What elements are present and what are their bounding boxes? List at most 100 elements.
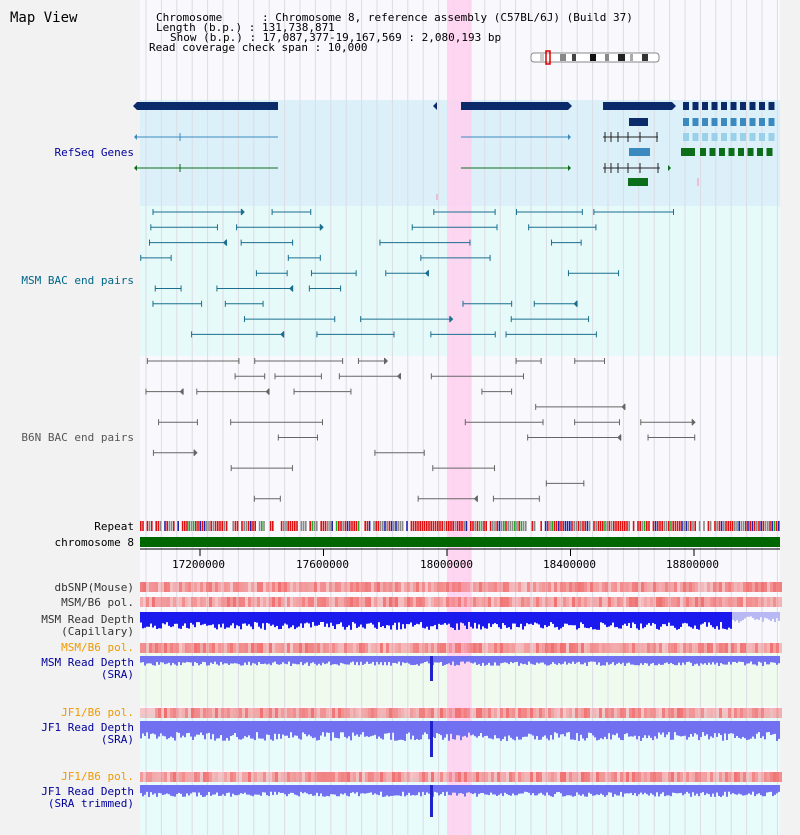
track-label-msm-sra[interactable]: MSM Read Depth (SRA) bbox=[41, 656, 134, 681]
read-depth-bar bbox=[404, 656, 406, 664]
read-depth-bar bbox=[706, 785, 708, 794]
read-depth-bar bbox=[404, 785, 406, 797]
repeat-element bbox=[709, 521, 712, 531]
read-depth-bar bbox=[452, 785, 454, 793]
track-label-jf1-sra-trimmed[interactable]: JF1 Read Depth (SRA trimmed) bbox=[41, 785, 134, 810]
refseq-exon bbox=[719, 148, 725, 156]
read-depth-bar bbox=[630, 785, 632, 793]
track-label-msm-pol[interactable]: MSM/B6 pol. bbox=[61, 596, 134, 609]
track-label-b6n-bac[interactable]: B6N BAC end pairs bbox=[21, 431, 134, 444]
snp-density-cell bbox=[392, 772, 395, 782]
snp-density-cell bbox=[521, 772, 524, 782]
repeat-element bbox=[613, 521, 615, 531]
snp-density-cell bbox=[554, 643, 557, 653]
read-depth-bar bbox=[474, 656, 476, 663]
snp-density-cell bbox=[728, 643, 731, 653]
repeat-element bbox=[624, 521, 626, 531]
track-label-refseq[interactable]: RefSeq Genes bbox=[54, 146, 134, 159]
snp-density-cell bbox=[779, 708, 782, 718]
snp-density-cell bbox=[194, 582, 197, 592]
snp-density-cell bbox=[452, 643, 455, 653]
repeat-element bbox=[619, 521, 622, 531]
repeat-element bbox=[439, 521, 441, 531]
snp-density-cell bbox=[296, 708, 299, 718]
track-label-jf1-pol-2[interactable]: JF1/B6 pol. bbox=[61, 770, 134, 783]
snp-density-cell bbox=[437, 582, 440, 592]
snp-density-cell bbox=[446, 582, 449, 592]
snp-density-cell bbox=[647, 708, 650, 718]
read-depth-bar bbox=[176, 612, 178, 624]
highlight-region bbox=[447, 0, 472, 835]
snp-density-cell bbox=[413, 643, 416, 653]
read-depth-bar bbox=[152, 785, 154, 795]
read-depth-bar bbox=[656, 656, 658, 666]
snp-density-cell bbox=[641, 643, 644, 653]
snp-density-cell bbox=[152, 772, 155, 782]
snp-density-cell bbox=[617, 643, 620, 653]
track-label-msm-capillary[interactable]: MSM Read Depth (Capillary) bbox=[41, 613, 134, 638]
snp-density-cell bbox=[419, 582, 422, 592]
read-depth-bar bbox=[658, 785, 660, 797]
snp-density-cell bbox=[356, 643, 359, 653]
snp-density-cell bbox=[764, 643, 767, 653]
read-depth-bar bbox=[664, 785, 666, 797]
track-label-chromosome[interactable]: chromosome 8 bbox=[54, 536, 134, 549]
track-label-msm-pol-2[interactable]: MSM/B6 pol. bbox=[61, 641, 134, 654]
snp-density-cell bbox=[143, 582, 146, 592]
read-depth-bar bbox=[250, 656, 252, 666]
read-depth-bar bbox=[274, 785, 276, 792]
snp-density-cell bbox=[206, 708, 209, 718]
snp-density-cell bbox=[485, 772, 488, 782]
track-label-msm-bac[interactable]: MSM BAC end pairs bbox=[21, 274, 134, 287]
snp-density-cell bbox=[164, 582, 167, 592]
snp-density-cell bbox=[221, 582, 224, 592]
snp-density-cell bbox=[191, 708, 194, 718]
track-label-jf1-pol[interactable]: JF1/B6 pol. bbox=[61, 706, 134, 719]
snp-density-cell bbox=[443, 772, 446, 782]
read-depth-bar bbox=[152, 656, 154, 666]
read-depth-bar bbox=[746, 785, 748, 795]
refseq-exon bbox=[768, 133, 775, 141]
snp-density-cell bbox=[731, 708, 734, 718]
read-depth-bar bbox=[668, 785, 670, 796]
read-depth-bar bbox=[760, 785, 762, 796]
read-depth-bar bbox=[194, 656, 196, 663]
read-depth-bar bbox=[704, 612, 706, 623]
repeat-element bbox=[454, 521, 457, 531]
read-depth-bar bbox=[726, 612, 728, 630]
track-label-repeat[interactable]: Repeat bbox=[94, 520, 134, 533]
track-label-jf1-sra[interactable]: JF1 Read Depth (SRA) bbox=[41, 721, 134, 746]
read-depth-bar bbox=[266, 721, 268, 735]
read-depth-bar bbox=[530, 785, 532, 796]
snp-density-cell bbox=[422, 597, 425, 607]
read-depth-bar bbox=[314, 721, 316, 738]
snp-density-cell bbox=[194, 772, 197, 782]
repeat-element bbox=[291, 521, 294, 531]
snp-density-cell bbox=[155, 582, 158, 592]
read-depth-bar bbox=[458, 721, 460, 736]
read-depth-bar bbox=[730, 785, 732, 795]
repeat-element bbox=[481, 521, 483, 531]
read-depth-bar bbox=[296, 721, 298, 736]
snp-density-cell bbox=[467, 643, 470, 653]
snp-density-cell bbox=[287, 772, 290, 782]
snp-density-cell bbox=[617, 708, 620, 718]
strand-arrow bbox=[280, 330, 284, 338]
snp-density-cell bbox=[245, 597, 248, 607]
read-depth-bar bbox=[240, 656, 242, 666]
snp-density-cell bbox=[251, 597, 254, 607]
read-depth-bar bbox=[584, 612, 586, 628]
track-label-dbsnp[interactable]: dbSNP(Mouse) bbox=[54, 581, 134, 594]
read-depth-bar bbox=[714, 785, 716, 797]
read-depth-bar bbox=[570, 721, 572, 740]
read-depth-bar bbox=[638, 785, 640, 795]
read-depth-bar bbox=[736, 656, 738, 664]
snp-density-cell bbox=[764, 597, 767, 607]
read-depth-bar bbox=[742, 721, 744, 737]
read-depth-bar bbox=[756, 612, 758, 620]
refseq-gene bbox=[629, 118, 648, 126]
read-depth-bar bbox=[756, 785, 758, 795]
read-depth-bar bbox=[380, 721, 382, 739]
read-depth-bar bbox=[742, 612, 744, 621]
